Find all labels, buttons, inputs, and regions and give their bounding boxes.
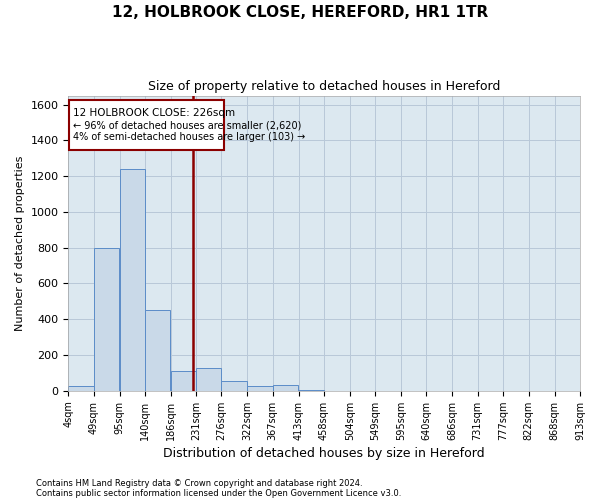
Bar (221, 381, 247, 391)
Bar (196, 368, 221, 391)
Text: Contains HM Land Registry data © Crown copyright and database right 2024.: Contains HM Land Registry data © Crown c… (36, 478, 362, 488)
Text: 12, HOLBROOK CLOSE, HEREFORD, HR1 1TR: 12, HOLBROOK CLOSE, HEREFORD, HR1 1TR (112, 5, 488, 20)
Text: 12 HOLBROOK CLOSE: 226sqm: 12 HOLBROOK CLOSE: 226sqm (73, 108, 236, 118)
Text: Contains public sector information licensed under the Open Government Licence v3: Contains public sector information licen… (36, 488, 401, 498)
Bar (145, 310, 170, 391)
Bar (247, 386, 273, 391)
X-axis label: Distribution of detached houses by size in Hereford: Distribution of detached houses by size … (163, 447, 485, 460)
Title: Size of property relative to detached houses in Hereford: Size of property relative to detached ho… (148, 80, 500, 93)
Bar (94, 248, 119, 391)
Y-axis label: Number of detached properties: Number of detached properties (15, 156, 25, 331)
Bar (68, 386, 94, 391)
FancyBboxPatch shape (69, 100, 224, 150)
Bar (299, 390, 324, 391)
Text: 4% of semi-detached houses are larger (103) →: 4% of semi-detached houses are larger (1… (73, 132, 306, 142)
Text: ← 96% of detached houses are smaller (2,620): ← 96% of detached houses are smaller (2,… (73, 120, 302, 130)
Bar (273, 386, 298, 391)
Bar (119, 169, 145, 391)
Bar (171, 371, 196, 391)
